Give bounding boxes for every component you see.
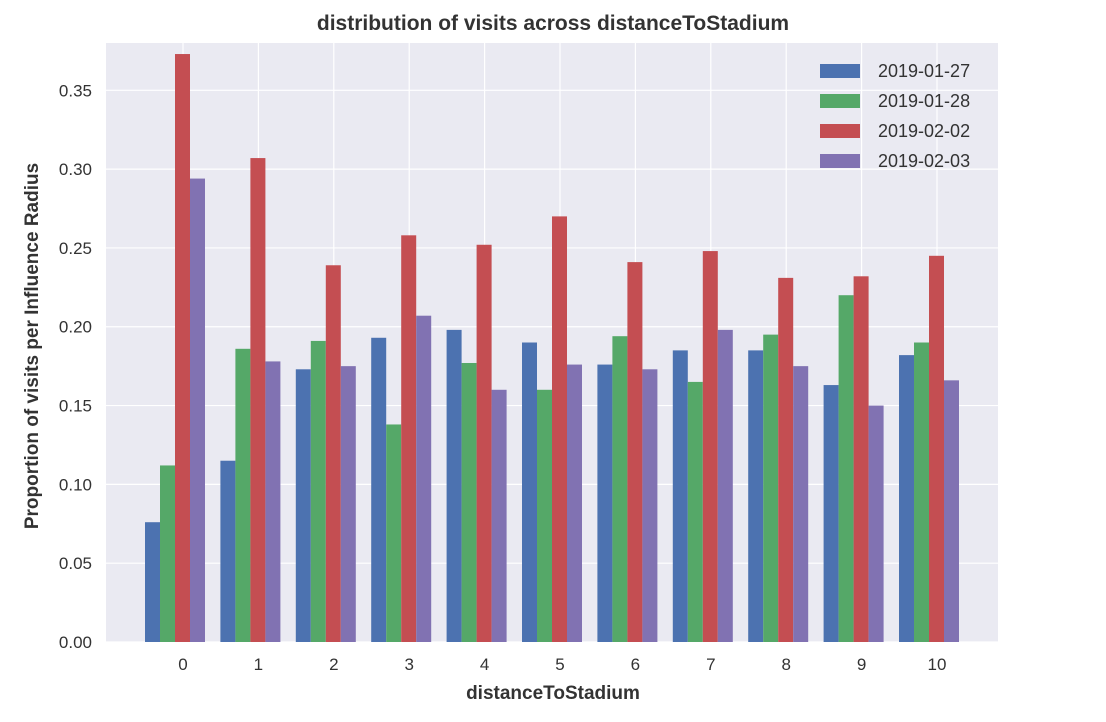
y-tick-label: 0.15 xyxy=(59,397,92,416)
legend-label: 2019-01-28 xyxy=(878,91,970,111)
x-tick-label: 2 xyxy=(329,655,338,674)
y-tick-label: 0.10 xyxy=(59,475,92,494)
bar-2019-02-03-6 xyxy=(642,369,658,642)
y-tick-label: 0.35 xyxy=(59,81,92,100)
x-axis-label: distanceToStadium xyxy=(466,683,640,704)
y-tick-label: 0.00 xyxy=(59,633,92,652)
bar-2019-01-28-2 xyxy=(310,340,326,642)
bar-2019-01-28-9 xyxy=(838,295,854,642)
bar-2019-02-03-9 xyxy=(868,405,884,642)
bar-2019-01-28-0 xyxy=(160,465,175,642)
y-tick-label: 0.20 xyxy=(59,318,92,337)
bar-2019-01-27-7 xyxy=(672,350,688,642)
bar-2019-01-27-4 xyxy=(446,329,462,642)
bar-2019-01-27-8 xyxy=(748,350,764,642)
bars xyxy=(145,54,959,643)
x-tick-label: 3 xyxy=(404,655,413,674)
bar-2019-02-03-5 xyxy=(567,364,582,642)
bar-2019-02-02-4 xyxy=(476,244,492,642)
chart-title: distribution of visits across distanceTo… xyxy=(317,12,789,35)
legend-swatch xyxy=(820,64,860,78)
bar-2019-01-27-5 xyxy=(522,342,537,642)
bar-2019-01-27-9 xyxy=(823,385,839,642)
bar-2019-02-03-10 xyxy=(944,380,959,642)
bar-2019-02-03-4 xyxy=(491,389,507,642)
legend-label: 2019-02-02 xyxy=(878,121,970,141)
bar-2019-02-02-10 xyxy=(929,255,944,643)
bar-2019-01-27-6 xyxy=(597,364,613,642)
x-tick-label: 8 xyxy=(781,655,790,674)
bar-2019-01-28-8 xyxy=(763,334,779,642)
y-axis-label: Proportion of visits per Influence Radiu… xyxy=(22,163,43,529)
legend-swatch xyxy=(820,94,860,108)
y-tick-label: 0.30 xyxy=(59,160,92,179)
bar-2019-02-03-3 xyxy=(416,315,432,642)
bar-2019-01-27-0 xyxy=(145,522,160,642)
bar-2019-02-03-1 xyxy=(265,361,281,642)
legend-label: 2019-02-03 xyxy=(878,151,970,171)
bar-2019-01-28-10 xyxy=(914,342,929,642)
x-tick-label: 4 xyxy=(480,655,489,674)
bar-2019-02-02-7 xyxy=(702,251,718,643)
bar-2019-02-02-9 xyxy=(853,276,869,642)
x-tick-label: 1 xyxy=(254,655,263,674)
legend-label: 2019-01-27 xyxy=(878,61,970,81)
x-tick-label: 0 xyxy=(178,655,187,674)
x-tick-label: 6 xyxy=(631,655,640,674)
bar-2019-01-27-10 xyxy=(899,355,914,642)
bar-2019-01-28-3 xyxy=(386,424,402,642)
bar-2019-01-28-6 xyxy=(612,336,628,642)
bar-2019-01-28-4 xyxy=(461,362,477,642)
x-tick-label: 5 xyxy=(555,655,564,674)
legend: 2019-01-27 2019-01-28 2019-02-02 2019-02-03 xyxy=(820,61,970,171)
x-tick-label: 7 xyxy=(706,655,715,674)
bar-2019-02-02-3 xyxy=(401,235,417,642)
bar-2019-02-02-1 xyxy=(250,158,266,643)
bar-2019-02-02-8 xyxy=(778,277,794,642)
bar-2019-02-03-0 xyxy=(190,178,205,642)
bar-2019-02-03-7 xyxy=(717,329,733,642)
bar-2019-02-03-2 xyxy=(340,366,356,642)
legend-swatch xyxy=(820,124,860,138)
y-tick-label: 0.05 xyxy=(59,554,92,573)
bar-2019-02-02-5 xyxy=(552,216,567,643)
bar-2019-01-27-3 xyxy=(371,337,387,642)
x-tick-label: 10 xyxy=(928,655,947,674)
bar-2019-02-02-0 xyxy=(175,54,190,643)
y-tick-labels: 0.00 0.05 0.10 0.15 0.20 0.25 0.30 0.35 xyxy=(59,81,92,652)
bar-2019-02-03-8 xyxy=(793,366,809,642)
legend-swatch xyxy=(820,154,860,168)
x-tick-labels: 0 1 2 3 4 5 6 7 8 9 10 xyxy=(178,655,946,674)
bar-2019-01-28-7 xyxy=(687,381,703,642)
bar-2019-02-02-2 xyxy=(325,265,341,642)
bar-2019-01-28-1 xyxy=(235,348,251,642)
x-tick-label: 9 xyxy=(857,655,866,674)
bar-2019-02-02-6 xyxy=(627,262,643,642)
bar-2019-01-27-1 xyxy=(220,460,236,642)
bar-2019-01-27-2 xyxy=(295,369,311,642)
y-tick-label: 0.25 xyxy=(59,239,92,258)
bar-2019-01-28-5 xyxy=(537,389,552,642)
